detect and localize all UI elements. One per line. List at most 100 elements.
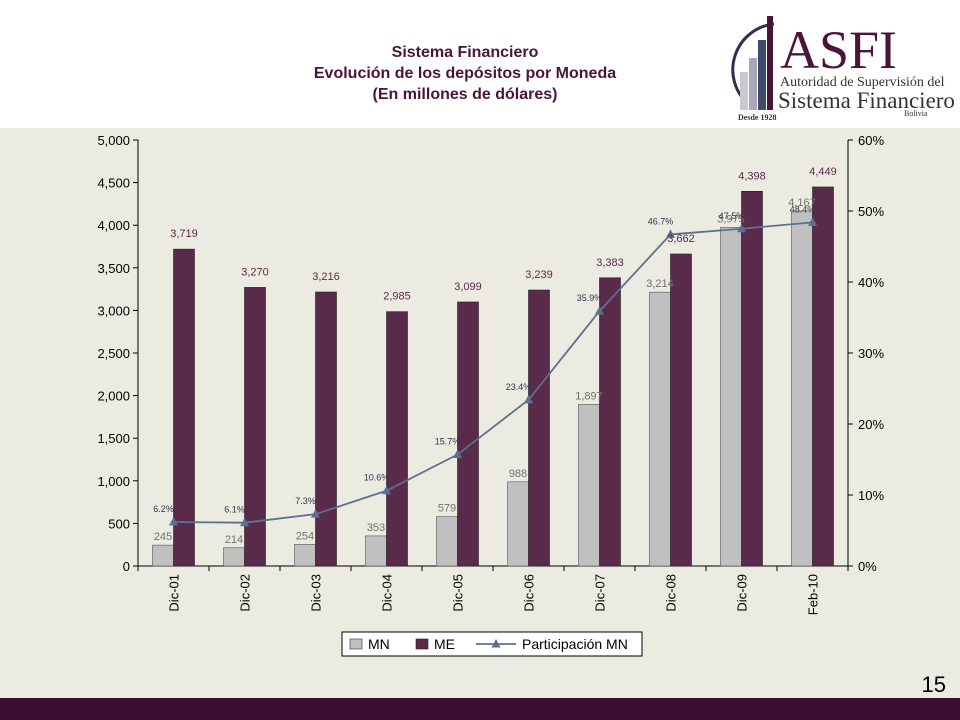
title-line-1: Sistema Financiero [391,44,539,61]
title-line-2: Evolución de los depósitos por Moneda [313,65,617,82]
x-tick-label: Dic-09 [735,574,750,612]
line-point [240,517,249,527]
chart-bars [152,186,834,567]
data-label-mn: 353 [367,522,385,534]
bar-mn [152,544,174,567]
footer-bar [0,698,960,720]
bar-me [386,311,408,567]
logo-line-2: Sistema Financiero [778,88,955,113]
bar-me [670,253,692,567]
line-point [382,485,391,495]
legend-swatch-mn [349,638,363,650]
data-label-mn: 245 [154,531,172,543]
x-tick-label: Dic-04 [380,574,395,612]
y-right-tick-label: 30% [858,346,884,361]
line-point [808,217,817,226]
bar-me [528,289,550,567]
logo-brand: ASFI [780,20,897,80]
line-point-label: 46.7% [648,216,674,226]
line-point [595,306,604,315]
y-left-tick-label: 2,000 [97,389,130,404]
x-tick-label: Dic-03 [309,574,324,612]
logo-bar-4 [767,16,773,110]
bar-mn [294,544,316,567]
x-tick-label: Dic-05 [451,574,466,612]
bar-me [599,277,621,567]
data-label-me: 3,270 [241,266,269,278]
legend-swatch-me [415,638,429,650]
data-label-mn: 254 [296,530,314,542]
line-point-label: 35.9% [577,293,603,303]
y-left-tick-label: 3,500 [97,261,130,276]
data-label-mn: 579 [438,503,456,515]
x-tick-label: Dic-07 [593,574,608,612]
asfi-logo: ASFI Autoridad de Supervisión del Sistem… [731,16,955,122]
line-point [453,449,462,459]
chart-legend: MN ME Participación MN [341,631,643,657]
bar-me [173,248,195,567]
logo-bar-1 [740,72,748,110]
line-point [169,516,178,526]
data-label-me: 3,099 [454,281,482,293]
x-tick-label: Dic-01 [167,574,182,612]
data-label-me: 3,719 [170,228,198,240]
bar-mn [649,291,671,567]
y-right-tick-label: 50% [858,204,884,219]
x-tick-label: Dic-06 [522,574,537,612]
y-left-tick-label: 1,000 [97,474,130,489]
legend-label-me: ME [434,636,455,652]
line-point [666,229,675,238]
y-left-tick-label: 0 [123,559,130,574]
slide-header [0,0,960,128]
bar-me [457,301,479,567]
line-point-label: 6.2% [153,504,174,514]
y-left-tick-label: 5,000 [97,133,130,148]
y-left-tick-label: 3,000 [97,303,130,318]
line-point-label: 10.6% [364,473,390,483]
y-right-tick-label: 60% [858,133,884,148]
bar-mn [223,547,245,567]
logo-arc [731,22,775,104]
data-label-me: 3,239 [525,269,553,281]
chart-title: Sistema Financiero Evolución de los depó… [200,42,730,105]
bar-me [741,190,763,567]
y-right-tick-label: 20% [858,417,884,432]
logo-country: Bolivia [904,109,928,118]
line-point-label: 15.7% [435,437,461,447]
bar-mn [507,481,529,567]
legend-label-mn: MN [368,636,390,652]
data-label-mn: 1,897 [575,390,603,402]
bar-me [812,186,834,567]
bar-mn [720,227,742,567]
chart-line [169,217,817,527]
data-label-mn: 214 [225,534,243,546]
line-point-label: 7.3% [295,496,316,506]
x-tick-label: Feb-10 [806,574,821,615]
y-left-tick-label: 4,500 [97,176,130,191]
data-label-me: 4,449 [809,166,837,178]
y-right-tick-label: 40% [858,275,884,290]
y-left-tick-label: 4,000 [97,218,130,233]
line-point [524,394,533,404]
bar-me [315,291,337,567]
y-left-tick-label: 1,500 [97,431,130,446]
data-label-me: 2,985 [383,291,411,303]
data-label-mn: 988 [509,468,527,480]
chart-axes: 0 500 1,000 1,500 2,000 2,500 3,000 3,500 4,000 4… [97,133,884,615]
y-left-tick-label: 2,500 [97,346,130,361]
title-line-3: (En millones de dólares) [372,86,558,103]
logo-line-1: Autoridad de Supervisión del [780,75,945,90]
page-number: 15 [921,672,946,697]
participacion-line [173,221,813,524]
logo-bar-2 [749,58,757,110]
bar-mn [791,210,813,567]
bar-me [244,287,266,567]
legend-line-marker [491,639,501,648]
bar-mn [436,516,458,567]
y-left-tick-label: 500 [108,516,130,531]
line-point-label: 48.4% [790,204,816,214]
x-tick-label: Dic-02 [238,574,253,612]
data-label-mn: 4,167 [788,197,816,209]
line-point [311,509,320,518]
